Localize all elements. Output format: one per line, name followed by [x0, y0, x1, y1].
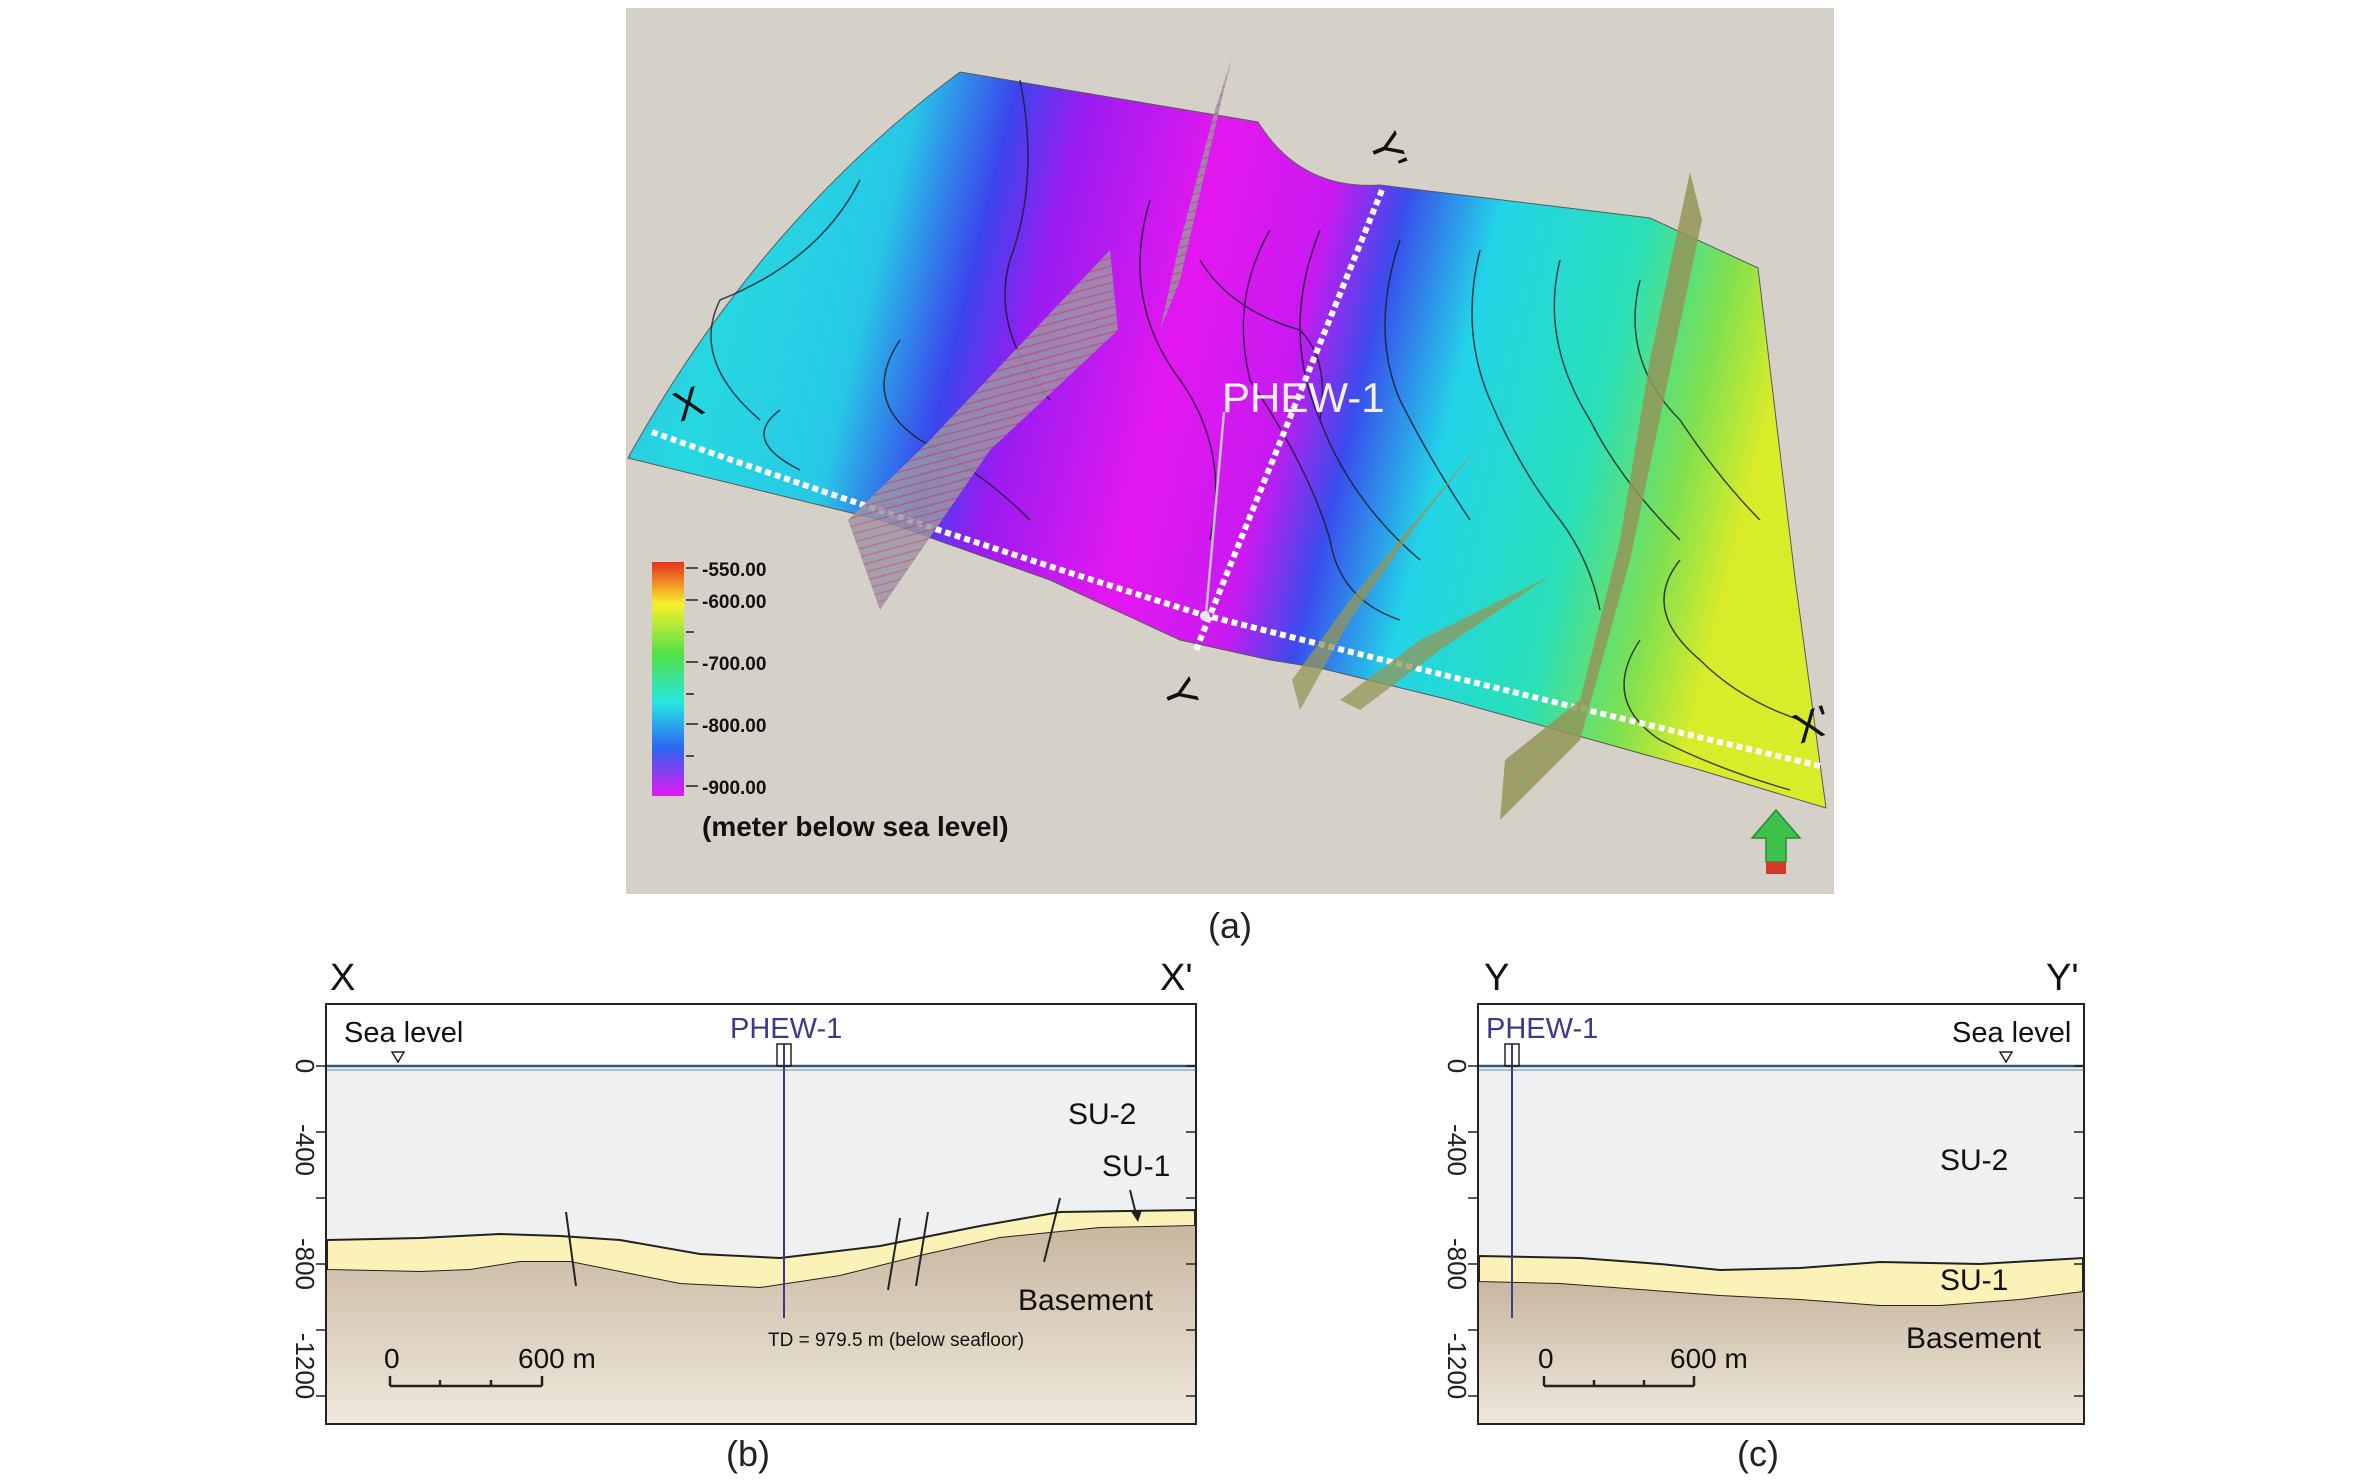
well-label: PHEW-1: [1222, 374, 1385, 421]
panel-c: 0 -400 -800 -1200 Y Y' PHEW-1 Sea level …: [1442, 957, 2085, 1474]
well-label: PHEW-1: [1486, 1013, 1598, 1045]
north-arrow-icon: [1750, 808, 1802, 894]
colorbar-tick: -550.00: [702, 560, 766, 581]
y-tick-label: -400: [290, 1124, 320, 1176]
su1-pointer-icon: [1130, 1210, 1142, 1222]
colorbar-unit: (meter below sea level): [702, 811, 1009, 842]
well-phew-1-trace: [1204, 411, 1226, 615]
panel-b-caption: (b): [726, 1433, 770, 1474]
basement-layer: [1479, 1282, 2083, 1423]
panel-c-caption: (c): [1737, 1433, 1779, 1474]
colorbar-ramp: [652, 562, 684, 796]
y-tick-label: -1200: [1442, 1333, 1472, 1400]
sea-level-marker-icon: [390, 1051, 406, 1064]
su2-layer: [327, 1066, 1195, 1258]
fault-lines: [565, 1197, 1061, 1291]
y-tick-label: -800: [1442, 1238, 1472, 1290]
line-y: [1193, 188, 1385, 652]
colorbar-tick: -900.00: [702, 778, 766, 799]
colorbar-tick: -800.00: [702, 716, 766, 737]
fault-plane: [1160, 58, 1232, 330]
panel-b: 0 -400 -800 -1200 X X' Sea level PHEW-1 …: [290, 957, 1197, 1474]
scale-bar: [388, 1376, 544, 1388]
y-tick-label: 0: [290, 1059, 320, 1073]
contour-lines: [710, 79, 1801, 791]
panel-a-caption: (a): [1208, 905, 1252, 946]
line-x: [650, 429, 1821, 769]
section-left-label: Y: [1484, 957, 1509, 999]
section-right-label: X': [1160, 957, 1193, 999]
sea-level-label: Sea level: [1952, 1017, 2071, 1049]
scale-length: 600 m: [1670, 1343, 1748, 1374]
section-left-label: X: [330, 957, 355, 999]
scale-length: 600 m: [518, 1343, 596, 1374]
horizon-surface: [627, 71, 1827, 809]
well-label: PHEW-1: [730, 1013, 842, 1045]
colorbar-tick: -600.00: [702, 592, 766, 613]
su2-layer: [1479, 1066, 2083, 1270]
unit-label-su1: SU-1: [1102, 1150, 1170, 1183]
y-tick-label: 0: [1442, 1059, 1472, 1073]
panel-a: PHEW-1 X X' Y Y' -550.00 -600.00 -700.00…: [626, 8, 1837, 946]
fault-plane: [1500, 172, 1702, 820]
scale-zero: 0: [1538, 1343, 1554, 1374]
basement-layer: [327, 1226, 1195, 1423]
well-head-icon: [776, 1043, 792, 1067]
fault-plane: [1292, 436, 1486, 710]
unit-label-su2: SU-2: [1068, 1098, 1136, 1131]
well-phew-1-marker: [1200, 611, 1210, 621]
unit-label-basement: Basement: [1018, 1284, 1154, 1317]
unit-label-su2: SU-2: [1940, 1144, 2008, 1177]
colorbar: -550.00 -600.00 -700.00 -800.00 -900.00 …: [652, 560, 1009, 842]
scale-zero: 0: [384, 1343, 400, 1374]
unit-label-su1: SU-1: [1940, 1264, 2008, 1297]
section-right-label: Y': [2046, 957, 2079, 999]
sea-level-label: Sea level: [344, 1017, 463, 1049]
unit-label-basement: Basement: [1906, 1322, 2042, 1355]
y-tick-label: -800: [290, 1238, 320, 1290]
td-note: TD = 979.5 m (below seafloor): [768, 1330, 1024, 1351]
well-head-icon: [1504, 1043, 1520, 1067]
y-tick-label: -400: [1442, 1124, 1472, 1176]
sea-level-marker-icon: [1998, 1051, 2014, 1064]
fault-plane: [848, 250, 1118, 610]
colorbar-tick: -700.00: [702, 654, 766, 675]
y-tick-label: -1200: [290, 1333, 320, 1400]
scale-bar: [1542, 1376, 1696, 1388]
fault-plane: [1340, 576, 1550, 710]
